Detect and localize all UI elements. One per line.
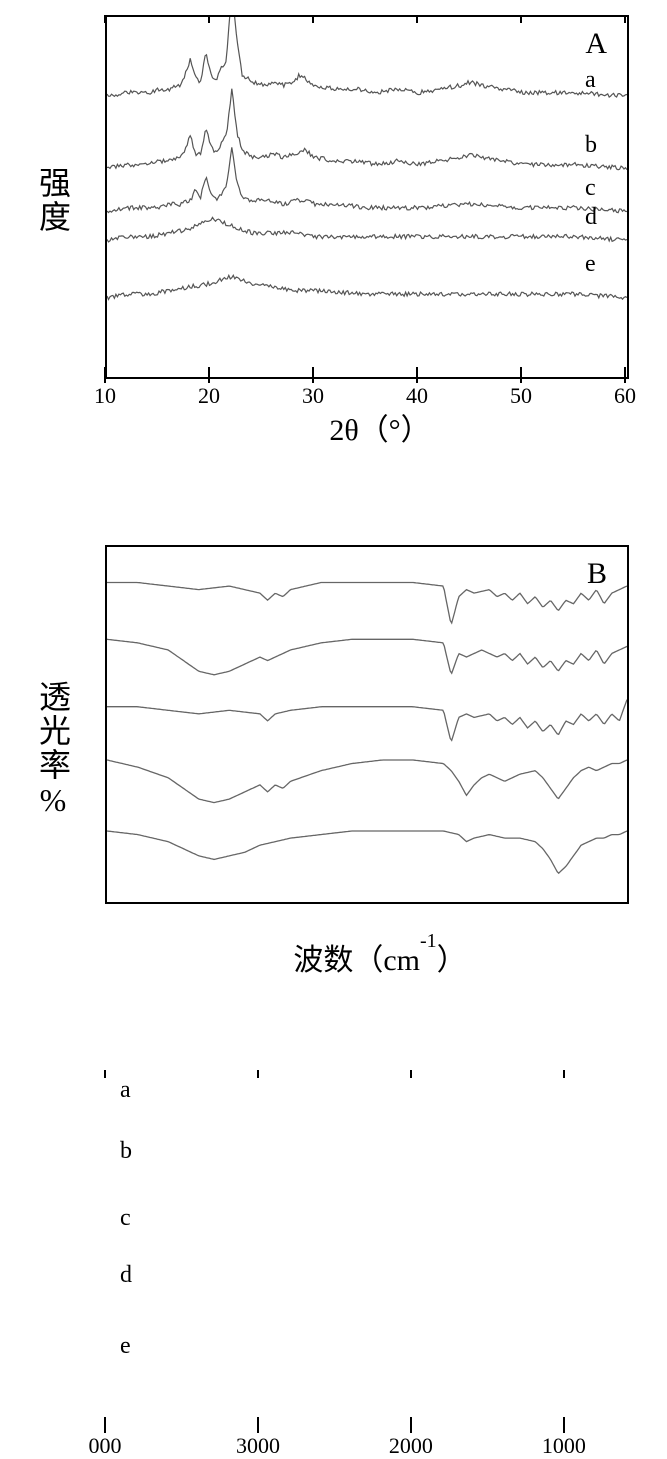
tick-mark: [257, 1070, 259, 1078]
tick-mark: [624, 375, 626, 383]
series-a: [107, 583, 627, 624]
panel-b-svg: [107, 547, 627, 902]
tick-label: 3000: [236, 1433, 280, 1459]
tick-mark: [104, 1425, 106, 1433]
panel-b-xlabel-prefix: 波数（cm: [293, 944, 420, 977]
panel-a-svg: [107, 17, 627, 377]
panel-b-xlabel: 波数（cm-1）: [250, 935, 510, 979]
series-b: [107, 89, 627, 170]
panel-a-label: A: [585, 27, 607, 61]
tick-mark: [104, 15, 106, 23]
panel-b-plot-box: B: [105, 545, 629, 904]
panel-a-ylabel: 强度: [30, 110, 76, 290]
series-e: [107, 831, 627, 873]
tick-mark: [416, 15, 418, 23]
tick-mark: [104, 1070, 106, 1078]
panel-b: 透光率% B 000300020001000 波数（cm-1） abcde: [0, 525, 667, 1000]
tick-label: 2000: [389, 1433, 433, 1459]
series-e: [107, 275, 627, 299]
series-label-b: b: [585, 132, 597, 159]
panel-b-xlabel-suffix: ）: [437, 944, 467, 977]
series-a: [107, 17, 627, 97]
series-label-d: d: [120, 1262, 132, 1289]
series-b: [107, 639, 627, 675]
tick-label: 000: [89, 1433, 122, 1459]
tick-mark: [257, 1425, 259, 1433]
series-d: [107, 760, 627, 803]
tick-mark: [257, 1417, 259, 1425]
panel-b-label: B: [587, 557, 607, 591]
tick-label: 20: [198, 383, 220, 409]
panel-a-plot-box: A: [105, 15, 629, 379]
tick-label: 60: [614, 383, 636, 409]
tick-mark: [520, 15, 522, 23]
tick-mark: [104, 367, 106, 375]
tick-mark: [563, 1070, 565, 1078]
series-label-b: b: [120, 1138, 132, 1165]
tick-label: 50: [510, 383, 532, 409]
series-label-a: a: [585, 67, 596, 94]
series-d: [107, 217, 627, 242]
tick-mark: [563, 1425, 565, 1433]
tick-mark: [208, 367, 210, 375]
tick-mark: [410, 1417, 412, 1425]
tick-mark: [312, 15, 314, 23]
tick-mark: [312, 367, 314, 375]
tick-mark: [416, 375, 418, 383]
tick-mark: [104, 1417, 106, 1425]
tick-mark: [416, 367, 418, 375]
tick-mark: [563, 1417, 565, 1425]
series-label-c: c: [585, 175, 596, 202]
tick-mark: [208, 375, 210, 383]
panel-b-ylabel: 透光率%: [30, 640, 76, 860]
figure-container: 强度 A 102030405060 2θ（°） abcde 透光率% B 000…: [0, 0, 667, 1000]
series-label-c: c: [120, 1205, 131, 1232]
series-label-e: e: [120, 1333, 131, 1360]
panel-a-xlabel: 2θ（°）: [280, 405, 480, 449]
series-c: [107, 700, 627, 741]
tick-mark: [312, 375, 314, 383]
tick-mark: [624, 367, 626, 375]
tick-mark: [624, 15, 626, 23]
series-label-a: a: [120, 1077, 131, 1104]
tick-label: 10: [94, 383, 116, 409]
tick-mark: [520, 375, 522, 383]
series-label-d: d: [585, 204, 597, 231]
tick-mark: [410, 1425, 412, 1433]
tick-mark: [104, 375, 106, 383]
series-label-e: e: [585, 251, 596, 278]
tick-mark: [520, 367, 522, 375]
tick-label: 1000: [542, 1433, 586, 1459]
tick-mark: [208, 15, 210, 23]
tick-mark: [410, 1070, 412, 1078]
series-c: [107, 147, 627, 212]
panel-a: 强度 A 102030405060 2θ（°） abcde: [0, 0, 667, 480]
panel-b-xlabel-super: -1: [420, 930, 437, 952]
